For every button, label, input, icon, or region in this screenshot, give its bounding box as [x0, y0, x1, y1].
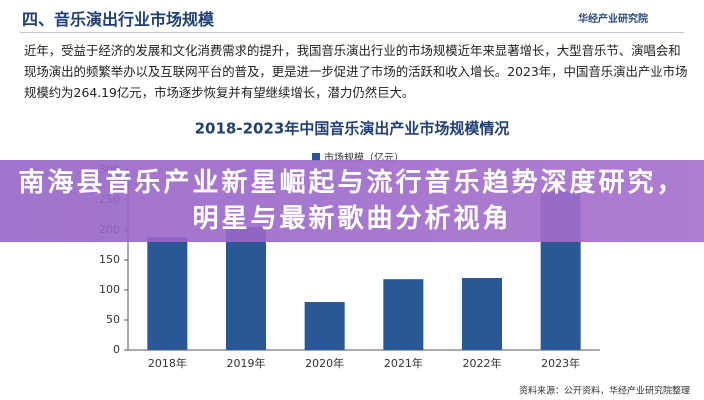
x-tick-label: 2019年: [227, 356, 266, 370]
section-title: 四、音乐演出行业市场规模: [22, 10, 215, 29]
banner: 南海县音乐产业新星崛起与流行音乐趋势深度研究，明星与最新歌曲分析视角: [0, 160, 704, 242]
banner-text: 南海县音乐产业新星崛起与流行音乐趋势深度研究，明星与最新歌曲分析视角: [18, 168, 686, 234]
bar: [226, 227, 266, 350]
legend-swatch: [312, 153, 320, 161]
source: 资料来源：公开资料，华经产业研究院整理: [519, 385, 690, 397]
bar: [147, 237, 188, 350]
x-tick-label: 2023年: [541, 356, 580, 370]
logo: 华经产业研究院: [578, 14, 648, 25]
divider: [20, 32, 684, 33]
y-tick-label: 0: [113, 343, 120, 356]
bar: [304, 302, 345, 350]
y-tick-label: 150: [99, 253, 120, 266]
x-tick-label: 2018年: [148, 356, 187, 370]
x-tick-label: 2020年: [305, 356, 344, 370]
bar: [383, 279, 424, 350]
x-tick-label: 2021年: [384, 356, 423, 370]
y-tick-label: 100: [99, 283, 120, 296]
x-tick-label: 2022年: [463, 356, 502, 370]
chart-title: 2018-2023年中国音乐演出产业市场规模情况: [195, 120, 510, 138]
y-tick-label: 50: [106, 313, 120, 326]
bar: [462, 278, 502, 350]
paragraph: 近年，受益于经济的发展和文化消费需求的提升，我国音乐演出行业的市场规模近年来显著…: [24, 43, 688, 100]
